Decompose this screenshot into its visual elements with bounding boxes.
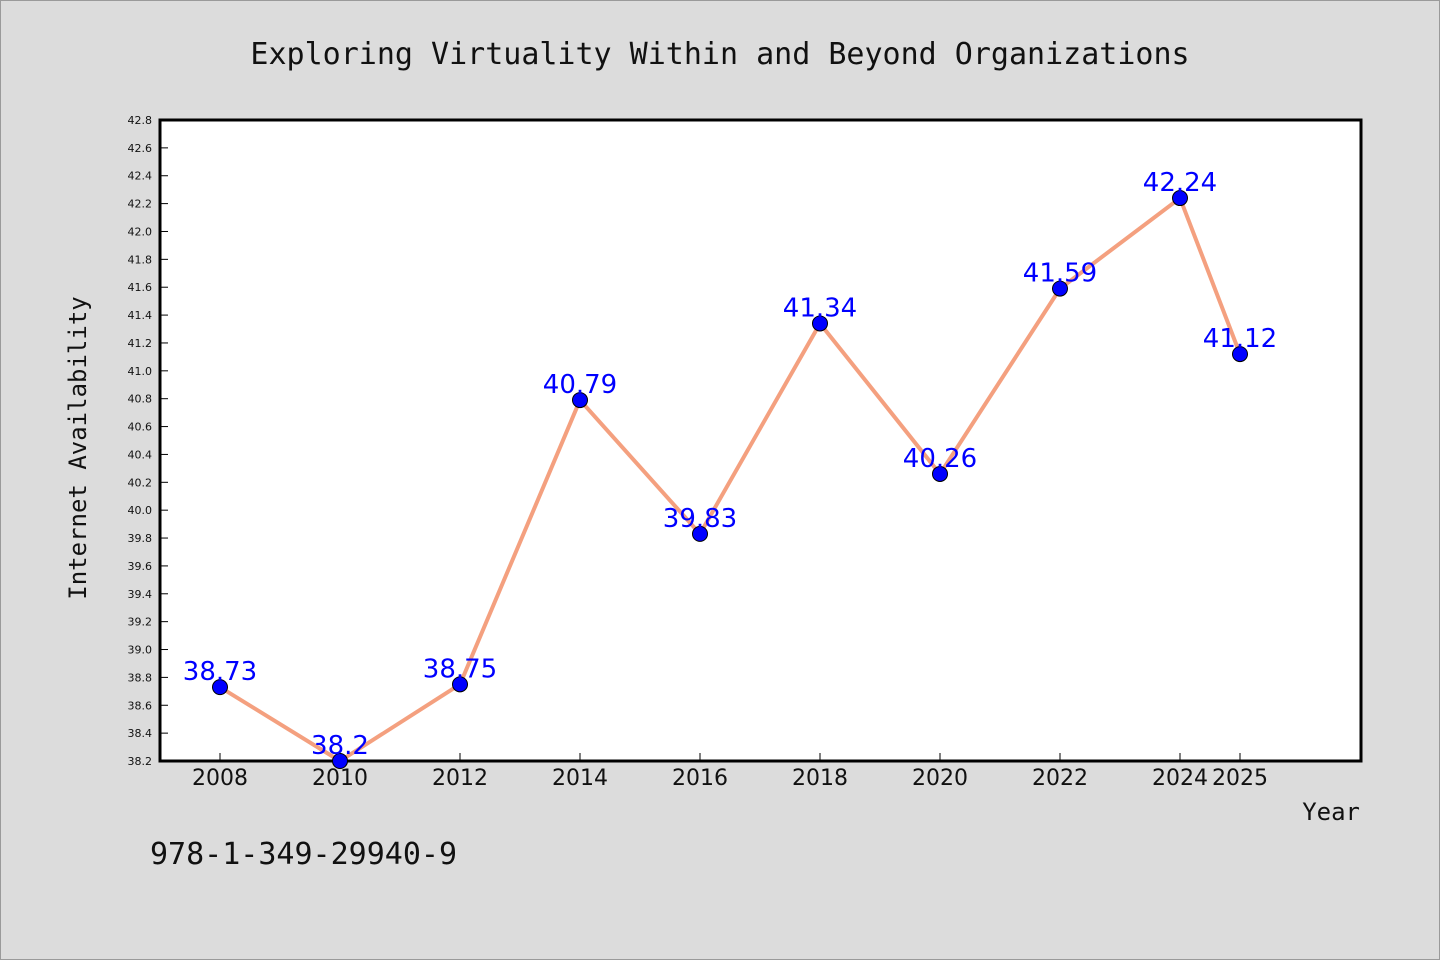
data-point [1232, 346, 1248, 363]
data-point [1172, 190, 1188, 207]
data-label: 39.83 [663, 504, 737, 534]
data-point [572, 392, 588, 409]
y-tick-label: 40.8 [128, 393, 153, 406]
data-point [452, 676, 468, 693]
x-axis: 2008 2010 2012 2014 2016 2018 2020 2022 2024 2025 [192, 753, 1268, 791]
plot-area [158, 118, 1363, 763]
x-tick-label: 2018 [792, 766, 848, 791]
data-point [1052, 280, 1068, 297]
chart-title: Exploring Virtuality Within and Beyond O… [250, 37, 1189, 72]
y-tick-label: 38.2 [128, 755, 153, 768]
y-tick-label: 41.4 [128, 309, 153, 322]
x-tick-label: 2020 [912, 766, 968, 791]
data-point [932, 465, 948, 482]
x-tick-label: 2025 [1212, 766, 1268, 791]
data-point [212, 679, 228, 696]
y-axis: 38.2 38.4 38.6 38.8 39.0 39.2 39.4 39.6 39.8 40.0… [128, 114, 168, 768]
y-tick-label: 41.6 [128, 281, 153, 294]
data-labels: 38.73 38.2 38.75 40.79 39.83 41.34 40.26 41.59 4… [183, 168, 1277, 761]
data-label: 38.75 [423, 654, 497, 684]
y-tick-label: 41.2 [128, 337, 153, 350]
data-label: 40.79 [543, 370, 617, 400]
isbn-label: 978-1-349-29940-9 [150, 837, 457, 872]
data-point [812, 315, 828, 332]
y-tick-label: 39.6 [128, 560, 153, 573]
data-label: 38.2 [311, 731, 369, 761]
y-tick-label: 40.4 [128, 448, 153, 461]
data-label: 42.24 [1143, 168, 1217, 198]
data-label: 41.12 [1203, 324, 1277, 354]
x-tick-label: 2022 [1032, 766, 1088, 791]
data-points [212, 190, 1248, 769]
x-tick-label: 2010 [312, 766, 368, 791]
x-tick-label: 2016 [672, 766, 728, 791]
data-point [332, 753, 348, 769]
y-tick-label: 42.6 [128, 142, 153, 155]
y-tick-label: 39.0 [128, 644, 153, 657]
y-tick-label: 40.2 [128, 476, 153, 489]
y-tick-label: 42.4 [128, 170, 153, 183]
y-tick-label: 40.6 [128, 421, 153, 434]
data-label: 41.34 [783, 293, 857, 323]
y-tick-label: 38.8 [128, 671, 153, 684]
data-label: 38.73 [183, 657, 257, 687]
y-tick-label: 40.0 [128, 504, 153, 517]
series-line-group [218, 196, 1242, 763]
y-tick-label: 39.2 [128, 616, 153, 629]
x-tick-label: 2012 [432, 766, 488, 791]
y-tick-label: 38.4 [128, 727, 153, 740]
y-tick-label: 39.8 [128, 532, 153, 545]
data-label: 41.59 [1023, 259, 1097, 289]
y-tick-label: 42.0 [128, 225, 153, 238]
x-tick-label: 2024 [1152, 766, 1208, 791]
y-tick-label: 41.8 [128, 253, 153, 266]
series-line [218, 196, 1242, 763]
y-tick-label: 38.6 [128, 699, 153, 712]
x-tick-label: 2014 [552, 766, 608, 791]
data-label: 40.26 [903, 444, 977, 474]
y-axis-label: Internet Availability [64, 296, 92, 599]
data-point [692, 525, 708, 542]
x-tick-label: 2008 [192, 766, 248, 791]
y-tick-label: 39.4 [128, 588, 153, 601]
y-tick-label: 42.8 [128, 114, 153, 127]
y-tick-label: 41.0 [128, 365, 153, 378]
y-tick-label: 42.2 [128, 198, 153, 211]
x-axis-label: Year [1302, 798, 1360, 826]
